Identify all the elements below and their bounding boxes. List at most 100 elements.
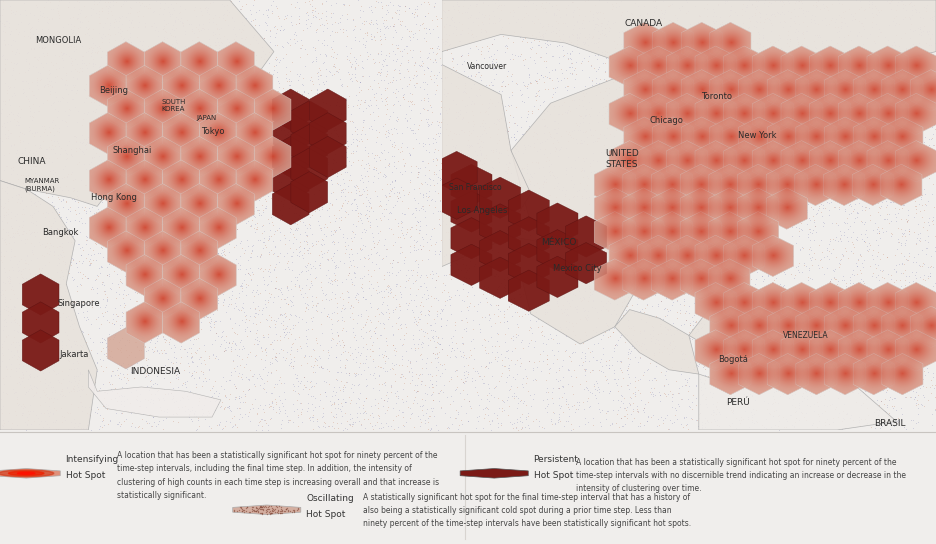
Point [471,68,486,77]
Point [305,405,320,414]
Point [168,183,183,191]
Point [776,384,791,392]
Point [645,189,660,198]
Point [849,44,864,53]
Point [762,236,777,245]
Point [112,91,127,100]
Point [763,16,778,25]
Point [188,406,203,415]
Point [546,289,561,298]
Point [460,318,475,326]
Point [481,205,496,214]
Point [712,249,727,257]
Polygon shape [126,302,163,343]
Point [927,65,936,74]
Point [6,66,21,75]
Point [821,69,836,78]
Point [452,17,467,26]
Point [929,151,936,160]
Point [636,163,651,171]
Point [716,227,731,236]
Point [95,380,110,389]
Point [300,246,315,255]
Point [891,416,906,424]
Point [20,276,35,285]
Point [145,254,160,263]
Point [554,281,569,289]
Point [798,163,813,171]
Point [89,188,104,197]
Point [626,160,641,169]
Point [239,360,254,369]
Point [619,36,634,45]
Point [235,505,250,514]
Point [267,22,282,31]
Point [183,354,198,362]
Point [563,130,578,139]
Point [20,48,35,57]
Point [826,288,841,296]
Point [257,280,272,288]
Point [775,350,790,359]
Point [83,298,98,306]
Point [273,26,288,34]
Point [538,310,553,318]
Point [293,159,308,168]
Point [862,3,877,12]
Point [52,273,67,281]
Point [184,174,199,183]
Point [175,214,190,222]
Point [25,90,40,99]
Point [889,125,904,134]
Point [579,140,594,149]
Point [723,421,738,430]
Point [759,165,774,174]
Point [2,109,17,118]
Point [651,145,665,154]
Polygon shape [217,137,255,177]
Point [246,30,261,39]
Point [488,145,503,154]
Point [402,403,417,412]
Point [197,42,212,51]
Point [299,280,314,289]
Point [22,27,37,36]
Point [247,63,262,72]
Point [519,372,534,380]
Point [373,90,388,99]
Point [795,163,810,172]
Point [669,70,684,78]
Point [43,378,58,386]
Point [410,168,425,177]
Polygon shape [882,70,923,111]
Point [113,2,128,11]
Point [715,132,730,141]
Point [752,190,767,199]
Point [434,193,449,201]
Point [684,329,699,337]
Point [430,156,445,164]
Point [314,320,329,329]
Point [683,119,698,127]
Point [314,38,329,47]
Point [221,404,236,412]
Point [384,184,399,193]
Point [38,223,53,232]
Polygon shape [839,94,880,134]
Point [73,385,88,393]
Point [399,322,414,331]
Point [423,375,438,384]
Point [287,407,302,416]
Point [817,146,832,154]
Point [599,76,614,85]
Point [378,96,393,105]
Point [124,268,139,277]
Point [625,45,640,53]
Point [168,176,183,184]
Point [756,0,771,8]
Point [210,421,225,430]
Polygon shape [839,282,880,324]
Point [429,138,444,147]
Point [409,245,424,254]
Point [114,392,129,400]
